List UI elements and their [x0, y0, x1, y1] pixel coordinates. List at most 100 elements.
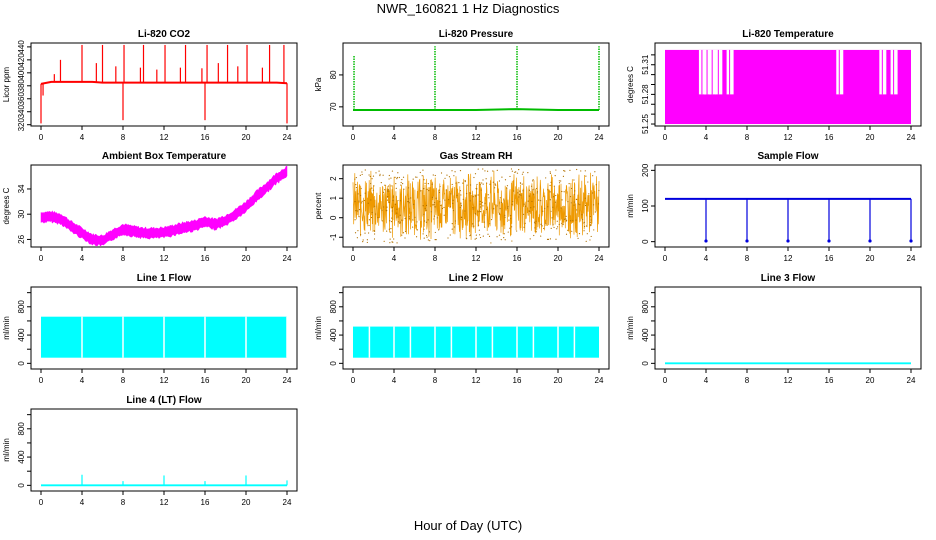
data-point	[354, 178, 356, 180]
data-point	[584, 204, 587, 207]
data-point	[542, 210, 544, 212]
data-point	[509, 175, 511, 178]
data-point	[552, 206, 554, 208]
data-point	[379, 173, 381, 175]
data-point	[427, 239, 429, 241]
data-point	[558, 182, 561, 184]
data-point	[472, 208, 474, 210]
data-point	[594, 171, 596, 173]
data-point	[518, 196, 520, 198]
x-tick-label: 12	[160, 498, 169, 507]
data-point	[579, 204, 581, 206]
x-tick-label: 0	[351, 254, 356, 263]
data-point	[389, 238, 391, 240]
data-point	[375, 172, 377, 174]
data-point	[394, 203, 397, 205]
data-point	[385, 209, 387, 212]
chart-line4: Line 4 (LT) Flow ml/min 0 4 8 12 16 20 24 0 400 800	[2, 395, 298, 507]
x-tick-label: 4	[392, 376, 397, 385]
plot-area	[665, 197, 913, 243]
data-point	[511, 170, 513, 172]
x-tick-label: 4	[80, 133, 85, 142]
data-point	[439, 185, 441, 188]
data-point	[519, 182, 522, 184]
plot-area	[353, 326, 599, 358]
x-tick-label: 8	[433, 376, 438, 385]
data-point	[408, 216, 410, 218]
data-point	[560, 207, 562, 209]
x-tick-label: 24	[283, 376, 292, 385]
x-tick-label: 20	[554, 254, 563, 263]
data-point	[451, 183, 453, 186]
data-point	[556, 220, 558, 222]
x-tick-label: 12	[784, 376, 793, 385]
data-point	[577, 237, 579, 239]
y-tick-label: 420	[17, 53, 26, 67]
data-point	[496, 205, 498, 207]
data-point	[577, 203, 580, 205]
data-point	[388, 178, 390, 180]
data-point	[388, 201, 390, 203]
data-point	[585, 240, 587, 242]
y-axis-label: percent	[314, 192, 323, 219]
x-tick-label: 24	[595, 254, 604, 263]
data-point	[563, 191, 565, 193]
data-point	[583, 230, 585, 232]
data-point	[585, 175, 587, 177]
data-point	[516, 172, 519, 174]
data-point	[430, 211, 432, 213]
data-point	[512, 200, 514, 203]
data-point	[373, 238, 376, 240]
data-point	[484, 214, 486, 216]
data-point	[375, 213, 377, 215]
data-point	[560, 180, 562, 182]
data-point	[490, 242, 492, 244]
data-point	[464, 210, 466, 212]
chart-title: Line 3 Flow	[761, 273, 816, 284]
data-point	[594, 211, 596, 213]
data-point	[387, 188, 389, 191]
plot-frame	[30, 42, 298, 127]
plot-frame	[342, 42, 610, 127]
data-point	[482, 168, 484, 170]
data-point	[578, 233, 581, 235]
data-point	[412, 219, 414, 221]
data-point	[573, 179, 575, 181]
data-point	[386, 230, 388, 232]
data-point	[355, 176, 357, 179]
data-point	[423, 213, 425, 215]
data-point	[527, 200, 529, 202]
y-tick-label: 800	[329, 300, 338, 314]
plot-area	[665, 49, 911, 125]
data-point	[558, 223, 560, 226]
data-point	[361, 171, 363, 173]
data-point	[412, 178, 414, 180]
y-axis-label: ml/min	[2, 438, 11, 462]
data-point	[404, 217, 406, 220]
x-tick-label: 4	[80, 376, 85, 385]
y-tick-label: 51.28	[641, 84, 650, 105]
data-point	[533, 188, 535, 190]
data-point	[413, 203, 415, 205]
data-point	[581, 218, 584, 221]
data-point	[374, 205, 376, 207]
data-point	[384, 189, 386, 191]
data-point	[572, 219, 574, 222]
data-point	[587, 181, 589, 183]
data-point	[589, 224, 591, 226]
data-point	[487, 233, 489, 235]
data-point	[482, 183, 484, 185]
data-point	[517, 192, 519, 194]
data-point	[555, 169, 557, 171]
data-point	[569, 169, 571, 171]
x-tick-label: 4	[392, 254, 397, 263]
y-tick-label: 360	[17, 92, 26, 106]
chart-title: Sample Flow	[757, 151, 818, 162]
plot-frame	[654, 286, 922, 370]
y-tick-label: 100	[641, 199, 650, 213]
data-point	[570, 202, 572, 204]
y-tick-label: 400	[17, 450, 26, 464]
data-point	[384, 184, 386, 186]
x-tick-label: 12	[472, 254, 481, 263]
data-series	[40, 166, 288, 246]
